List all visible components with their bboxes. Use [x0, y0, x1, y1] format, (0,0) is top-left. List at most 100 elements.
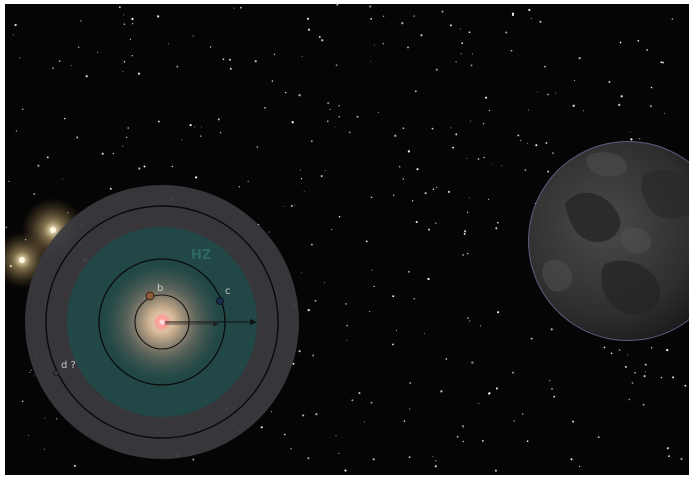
background-star	[27, 435, 29, 437]
background-star	[431, 127, 434, 130]
background-star	[58, 60, 61, 62]
background-star	[70, 65, 72, 67]
background-star	[302, 414, 305, 417]
background-star	[292, 362, 295, 365]
background-star	[411, 199, 414, 202]
background-star	[293, 204, 295, 206]
background-star	[369, 5, 372, 8]
background-star	[478, 403, 480, 405]
background-star	[338, 104, 340, 107]
background-star	[229, 67, 232, 70]
background-star	[462, 425, 464, 427]
background-star	[485, 96, 488, 99]
background-star	[290, 204, 293, 207]
background-star	[680, 457, 683, 461]
background-star	[452, 146, 455, 149]
background-star	[551, 388, 553, 390]
background-star	[318, 36, 321, 38]
background-star	[440, 390, 443, 393]
background-star	[321, 39, 324, 42]
background-star	[650, 86, 653, 89]
background-star	[356, 115, 359, 118]
background-star	[470, 120, 472, 122]
background-star	[466, 157, 468, 159]
background-star	[631, 382, 634, 384]
background-star	[283, 433, 286, 436]
background-star	[123, 14, 125, 16]
background-star	[416, 168, 419, 171]
background-star	[660, 61, 663, 64]
background-star	[394, 134, 397, 137]
background-star	[468, 31, 471, 34]
background-star	[15, 130, 18, 132]
background-star	[463, 232, 466, 235]
background-star	[413, 15, 415, 17]
background-star	[314, 299, 317, 302]
background-star	[528, 8, 531, 12]
background-star	[572, 104, 575, 107]
background-star	[456, 435, 459, 438]
background-star	[363, 421, 366, 423]
background-star	[131, 17, 134, 21]
background-star	[497, 311, 500, 314]
background-star	[547, 170, 550, 173]
background-star	[123, 23, 126, 25]
background-star	[351, 399, 354, 402]
background-star	[535, 144, 538, 147]
scene-canvas: b c d ? HZ	[5, 4, 689, 475]
background-star	[14, 23, 17, 27]
background-star	[73, 464, 76, 467]
background-star	[298, 94, 301, 97]
background-star	[401, 22, 404, 25]
background-star	[209, 46, 212, 48]
background-star	[414, 90, 417, 93]
background-star	[479, 325, 482, 327]
habitable-zone-label: HZ	[191, 248, 211, 263]
background-star	[327, 102, 330, 105]
background-star	[37, 164, 40, 167]
background-star	[522, 413, 524, 415]
background-star	[307, 308, 310, 312]
background-star	[435, 460, 437, 462]
background-star	[200, 135, 202, 137]
background-star	[639, 138, 641, 140]
background-star	[143, 165, 146, 168]
background-star	[420, 34, 423, 37]
background-star	[511, 371, 515, 374]
background-star	[370, 401, 373, 404]
background-star	[463, 230, 467, 233]
background-star	[547, 93, 549, 96]
background-star	[247, 180, 249, 182]
background-star	[445, 358, 448, 360]
background-star	[344, 469, 347, 472]
background-star	[301, 55, 303, 57]
background-star	[624, 365, 627, 368]
background-star	[583, 110, 585, 112]
background-star	[373, 285, 375, 288]
background-star	[408, 456, 411, 459]
background-star	[369, 311, 371, 312]
background-star	[435, 222, 437, 224]
background-star	[345, 303, 347, 305]
background-star	[398, 166, 401, 168]
background-star	[137, 72, 141, 75]
background-star	[409, 382, 412, 384]
background-star	[382, 42, 385, 45]
background-star	[19, 57, 21, 59]
background-star	[112, 153, 115, 155]
background-star	[300, 271, 302, 273]
background-star	[627, 354, 629, 356]
background-star	[466, 252, 469, 255]
background-star	[552, 152, 554, 155]
background-star	[33, 375, 35, 377]
background-star	[273, 53, 276, 56]
background-star	[684, 384, 687, 387]
background-star	[427, 277, 430, 281]
background-star	[530, 17, 532, 19]
background-star	[132, 23, 134, 25]
background-star	[462, 254, 464, 256]
background-star	[610, 352, 613, 355]
background-star	[413, 297, 416, 300]
background-star	[222, 58, 225, 61]
background-star	[192, 35, 194, 37]
